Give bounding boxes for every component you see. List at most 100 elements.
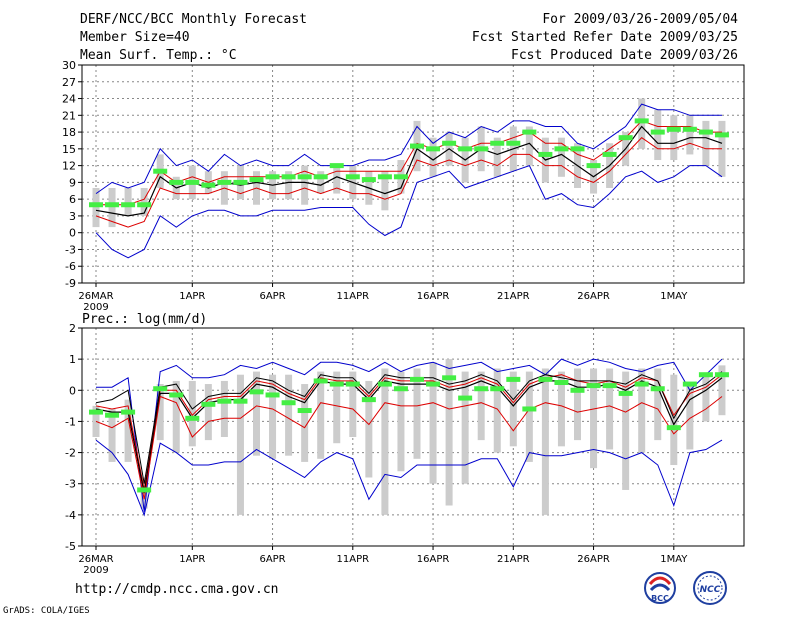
temp-ytick-label: 9	[69, 176, 76, 189]
prec-range-bar	[622, 371, 630, 490]
temp-marker	[265, 174, 280, 180]
prec-marker	[105, 412, 120, 418]
ncc-logo: NCC	[693, 571, 727, 605]
prec-marker	[297, 408, 312, 414]
temp-marker	[666, 126, 681, 132]
temp-series-min	[95, 164, 723, 259]
prec-range-bar	[236, 374, 244, 515]
temp-xtick-label: 11APR	[337, 291, 370, 302]
prec-xtick-label: 1MAY	[660, 554, 688, 565]
temp-marker	[410, 143, 424, 149]
prec-range-bar	[541, 368, 549, 515]
prec-ytick-label: -4	[65, 509, 76, 522]
temp-range-bar	[493, 137, 501, 177]
prec-marker	[329, 381, 344, 387]
ncc-logo-text: NCC	[700, 585, 721, 595]
prec-range-bar	[269, 374, 277, 459]
prec-range-bar	[156, 384, 164, 441]
prec-series-sample	[95, 371, 723, 484]
prec-ytick-label: -2	[65, 447, 76, 460]
title-right-line1: For 2009/03/26-2009/05/04	[542, 12, 738, 27]
temp-marker	[281, 174, 296, 180]
prec-range-bar	[124, 399, 132, 462]
prec-ytick-label: 1	[69, 353, 76, 366]
prec-marker	[634, 381, 649, 387]
temp-marker	[153, 168, 168, 174]
temp-ytick-label: 3	[69, 210, 76, 223]
prec-range-bar	[285, 374, 293, 456]
prec-marker	[682, 381, 697, 387]
prec-xtick-label: 1APR	[179, 554, 205, 565]
temp-x-sublabel: 2009	[83, 302, 108, 313]
temp-range-bar	[124, 187, 132, 216]
prec-marker	[474, 386, 489, 392]
temp-marker	[554, 146, 569, 152]
temp-marker	[201, 182, 216, 188]
prec-marker	[650, 386, 665, 392]
prec-series-max	[96, 358, 723, 512]
temp-xtick-label: 26APR	[577, 291, 610, 302]
temp-range-bar	[333, 165, 341, 194]
prec-marker	[458, 395, 473, 401]
temp-ytick-label: 12	[62, 160, 76, 173]
temp-marker	[313, 174, 328, 180]
prec-range-bar	[445, 359, 453, 506]
temp-marker	[217, 179, 232, 185]
prec-range-bar	[670, 374, 678, 466]
temp-ytick-label: 30	[62, 59, 76, 72]
prec-marker	[426, 381, 441, 387]
prec-range-bar	[397, 371, 405, 472]
temp-marker	[169, 179, 184, 185]
temp-ytick-label: 24	[62, 93, 76, 106]
prec-range-bar	[317, 371, 325, 459]
temp-marker	[137, 202, 152, 208]
temp-series-mean	[95, 125, 723, 217]
prec-xtick-label: 16APR	[417, 554, 450, 565]
temp-range-bar	[557, 137, 565, 177]
temp-marker	[297, 174, 312, 180]
prec-range-bar	[525, 371, 533, 462]
temp-xtick-label: 1APR	[179, 291, 205, 302]
prec-marker	[201, 401, 216, 407]
source-url[interactable]: http://cmdp.ncc.cma.gov.cn	[75, 582, 279, 597]
temp-marker	[426, 146, 441, 152]
prec-series-mean	[95, 377, 723, 494]
temp-marker	[490, 140, 505, 146]
prec-marker	[410, 376, 424, 382]
prec-marker	[361, 397, 376, 403]
temp-marker	[185, 179, 200, 185]
prec-marker	[185, 415, 200, 421]
prec-x-sublabel: 2009	[83, 565, 108, 576]
prec-marker	[233, 398, 248, 404]
temp-marker	[377, 174, 392, 180]
prec-marker	[345, 381, 360, 387]
temp-marker	[89, 202, 103, 208]
bcc-logo-text: BCC	[651, 594, 669, 603]
temp-marker	[458, 146, 473, 152]
temp-series-max	[95, 103, 722, 195]
temp-ytick-label: -6	[65, 260, 76, 273]
temp-marker	[634, 118, 649, 124]
temp-range-bar	[140, 187, 148, 216]
prec-range-bar	[702, 374, 710, 422]
temp-marker	[393, 174, 408, 180]
temp-range-bar	[381, 171, 389, 211]
prec-marker	[313, 378, 328, 384]
prec-series-min	[95, 439, 723, 517]
prec-marker	[506, 376, 521, 382]
prec-marker	[393, 386, 408, 392]
prec-range-bar	[253, 371, 260, 456]
title-left-line2: Member Size=40	[80, 30, 190, 45]
temp-marker	[570, 146, 585, 152]
prec-marker	[169, 392, 184, 398]
temp-marker	[442, 140, 457, 146]
temp-range-bar	[429, 137, 437, 177]
temp-ytick-label: 18	[62, 126, 76, 139]
prec-range-bar	[557, 371, 565, 447]
temp-marker	[538, 151, 553, 157]
prec-series-lower	[95, 395, 723, 500]
prec-panel: -5 -4 -3 -2 -1 0 1 2 26MAR 1APR 6APR 11APR 16APR 21AP…	[65, 322, 745, 576]
temp-range-bar	[285, 171, 293, 200]
temp-marker	[361, 177, 376, 183]
prec-ytick-label: 2	[69, 322, 76, 335]
